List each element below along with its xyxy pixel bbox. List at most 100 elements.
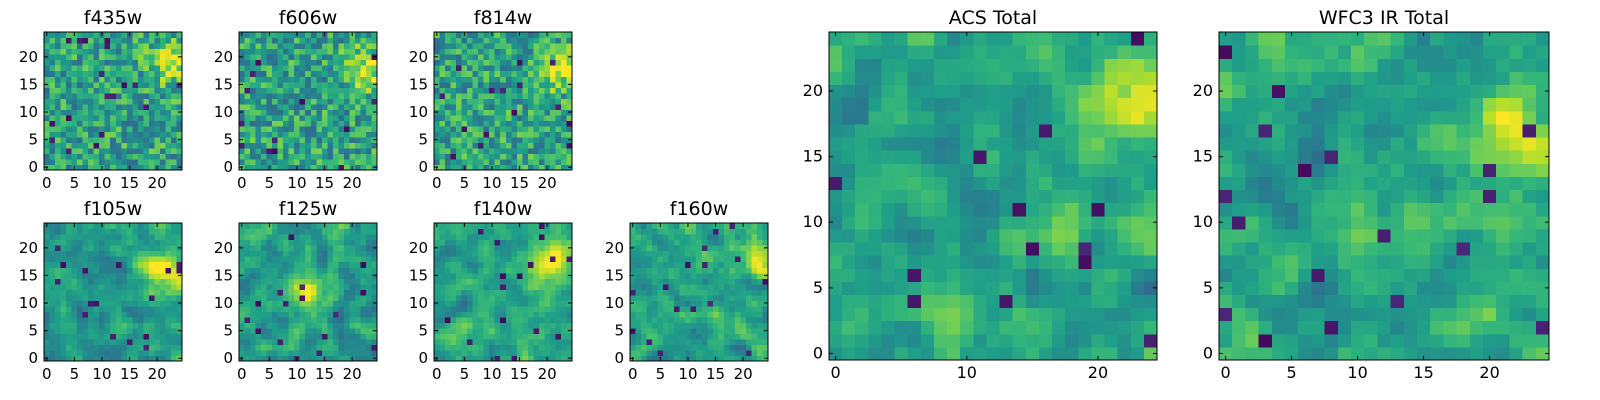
heatmap-cell bbox=[349, 327, 356, 334]
heatmap-cell bbox=[60, 311, 67, 318]
heatmap-cell bbox=[652, 311, 659, 318]
heatmap-cell bbox=[327, 142, 334, 149]
heatmap-cell bbox=[115, 267, 122, 274]
heatmap-cell bbox=[121, 234, 128, 241]
heatmap-cell bbox=[450, 300, 457, 307]
heatmap-cell bbox=[250, 48, 257, 55]
heatmap-cell bbox=[288, 136, 295, 143]
heatmap-cell bbox=[494, 311, 501, 318]
heatmap-cell bbox=[305, 48, 312, 55]
heatmap-cell bbox=[461, 239, 468, 246]
heatmap-cell bbox=[338, 125, 345, 132]
heatmap-cell bbox=[1065, 202, 1079, 217]
heatmap-cell bbox=[920, 241, 935, 256]
heatmap-cell bbox=[244, 109, 251, 116]
heatmap-cell bbox=[310, 272, 317, 279]
heatmap-cell bbox=[299, 48, 306, 55]
heatmap-cell bbox=[360, 305, 367, 312]
heatmap-cell bbox=[360, 153, 367, 160]
heatmap-cell bbox=[250, 333, 257, 340]
heatmap-cell bbox=[115, 32, 122, 39]
heatmap-cell bbox=[49, 223, 56, 230]
heatmap-cell bbox=[82, 120, 89, 127]
heatmap-cell bbox=[321, 333, 328, 340]
heatmap-cell bbox=[522, 70, 529, 77]
heatmap-cell bbox=[49, 65, 56, 72]
heatmap-cell bbox=[505, 158, 512, 166]
heatmap-cell bbox=[538, 125, 545, 132]
heatmap-cell bbox=[327, 54, 334, 61]
heatmap-cell bbox=[159, 87, 167, 94]
heatmap-cell bbox=[49, 59, 56, 66]
heatmap-cell bbox=[349, 267, 356, 274]
heatmap-cell bbox=[305, 37, 312, 44]
heatmap-cell bbox=[868, 202, 883, 217]
heatmap-cell bbox=[500, 87, 507, 94]
heatmap-cell bbox=[310, 223, 317, 230]
y-tick-label: 0 bbox=[223, 158, 233, 176]
heatmap-cell bbox=[439, 344, 446, 351]
heatmap-cell bbox=[338, 327, 345, 334]
heatmap-cell bbox=[137, 147, 144, 155]
heatmap-cell bbox=[104, 300, 111, 307]
heatmap-cell bbox=[343, 164, 350, 171]
heatmap-cell bbox=[549, 344, 557, 351]
heatmap-cell bbox=[104, 131, 111, 138]
heatmap-cell bbox=[93, 261, 100, 268]
heatmap-cell bbox=[255, 322, 262, 329]
heatmap-cell bbox=[55, 70, 62, 77]
heatmap-cell bbox=[855, 228, 869, 243]
heatmap-cell bbox=[986, 163, 1001, 177]
heatmap-cell bbox=[93, 164, 100, 171]
heatmap-cell bbox=[165, 70, 172, 77]
heatmap-cell bbox=[71, 333, 78, 340]
heatmap-cell bbox=[115, 294, 122, 301]
heatmap-cell bbox=[701, 294, 708, 301]
heatmap-cell bbox=[294, 234, 301, 241]
heatmap-cell bbox=[555, 87, 562, 94]
heatmap-cell bbox=[729, 256, 736, 263]
heatmap-cell bbox=[1117, 255, 1132, 269]
heatmap-cell bbox=[652, 272, 659, 279]
heatmap-cell bbox=[343, 228, 350, 235]
heatmap-cell bbox=[679, 250, 686, 257]
heatmap-cell bbox=[751, 223, 758, 230]
heatmap-cell bbox=[77, 32, 84, 39]
heatmap-cell bbox=[148, 120, 155, 127]
heatmap-cell bbox=[450, 153, 457, 160]
heatmap-cell bbox=[566, 48, 573, 55]
heatmap-cell bbox=[294, 131, 301, 138]
heatmap-cell bbox=[143, 131, 150, 138]
heatmap-cell bbox=[690, 294, 697, 301]
heatmap-cell bbox=[544, 333, 551, 340]
heatmap-cell bbox=[354, 338, 362, 346]
heatmap-cell bbox=[933, 333, 948, 348]
heatmap-cell bbox=[316, 87, 323, 94]
heatmap-cell bbox=[729, 355, 736, 362]
heatmap-cell bbox=[439, 311, 446, 318]
heatmap-cell bbox=[555, 289, 562, 296]
heatmap-cell bbox=[461, 327, 468, 334]
heatmap-cell bbox=[718, 245, 725, 252]
heatmap-cell bbox=[947, 189, 961, 204]
heatmap-cell bbox=[360, 250, 367, 257]
heatmap-cell bbox=[71, 272, 78, 279]
heatmap-cell bbox=[723, 256, 730, 263]
heatmap-cell bbox=[137, 65, 144, 72]
heatmap-cell bbox=[49, 48, 56, 55]
heatmap-cell bbox=[288, 103, 295, 110]
heatmap-cell bbox=[489, 147, 496, 155]
heatmap-cell bbox=[143, 322, 150, 329]
heatmap-cell bbox=[365, 136, 373, 143]
heatmap-cell bbox=[132, 289, 139, 296]
heatmap-cell bbox=[461, 153, 468, 160]
heatmap-cell bbox=[143, 109, 150, 116]
heatmap-cell bbox=[635, 256, 642, 263]
heatmap-cell bbox=[500, 147, 507, 155]
heatmap-cell bbox=[522, 43, 529, 50]
heatmap-cell bbox=[489, 153, 496, 160]
heatmap-cell bbox=[1025, 241, 1040, 256]
heatmap-cell bbox=[505, 300, 512, 307]
heatmap-cell bbox=[143, 37, 150, 44]
heatmap-cell bbox=[533, 283, 540, 290]
